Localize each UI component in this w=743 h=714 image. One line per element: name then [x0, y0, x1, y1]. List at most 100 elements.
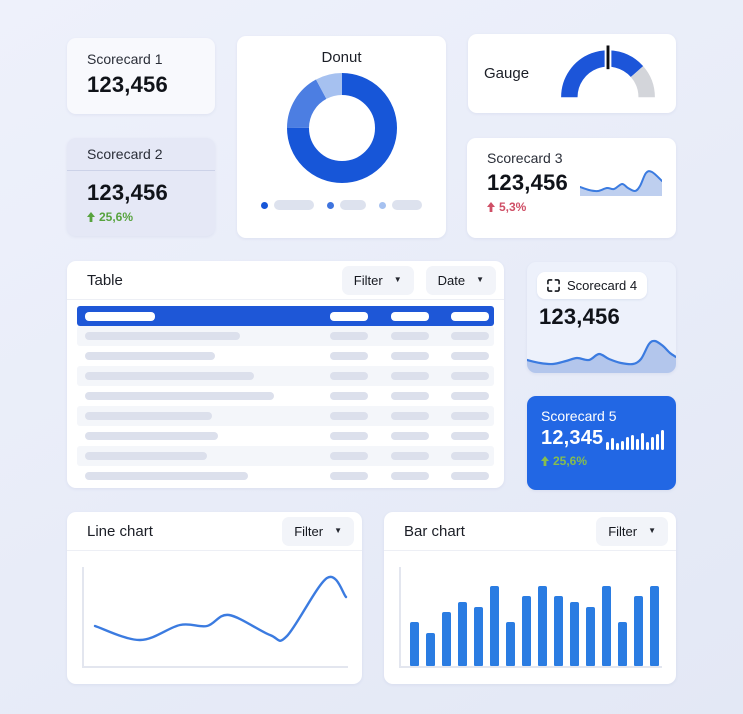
cell-placeholder — [330, 412, 368, 420]
filter-dropdown-label: Filter — [353, 272, 383, 288]
legend-label-placeholder — [340, 200, 366, 210]
table-header-row — [77, 306, 494, 326]
cell-placeholder — [451, 452, 489, 460]
bar — [618, 622, 627, 666]
bar — [522, 596, 531, 666]
scorecard-3-change-value: 5,3% — [499, 200, 527, 214]
bar — [650, 586, 659, 666]
table-card: Table Filter ▼ Date ▼ — [67, 261, 504, 488]
legend-item — [261, 200, 314, 210]
scorecard-1-value: 123,456 — [87, 72, 168, 97]
gauge-chart — [561, 44, 655, 98]
bar — [646, 442, 649, 450]
cell-placeholder — [330, 472, 368, 480]
table-row[interactable] — [77, 426, 494, 446]
filter-dropdown-label: Filter — [294, 523, 324, 539]
table-row[interactable] — [77, 406, 494, 426]
cell-placeholder — [391, 432, 429, 440]
bar — [602, 586, 611, 666]
scorecard-5-value: 12,345 — [541, 427, 604, 449]
scorecard-1-card: Scorecard 1 123,456 — [67, 38, 215, 114]
bar — [538, 586, 547, 666]
scorecard-5-card: Scorecard 5 12,345 25,6% — [527, 396, 676, 490]
bar — [651, 437, 654, 450]
line-chart — [93, 575, 348, 642]
cell-placeholder — [451, 392, 489, 400]
filter-dropdown[interactable]: Filter ▼ — [282, 516, 354, 546]
cell-placeholder — [391, 392, 429, 400]
cell-placeholder — [85, 452, 207, 460]
bar — [641, 433, 644, 450]
scorecard-3-row: 123,456 — [487, 168, 662, 196]
bar — [442, 612, 451, 666]
bar — [474, 607, 483, 666]
line-chart-header: Line chart Filter ▼ — [67, 512, 362, 551]
legend-dot — [327, 201, 334, 209]
scorecard-5-minibar-chart — [606, 428, 664, 450]
cell-placeholder — [451, 352, 489, 360]
line-chart-title: Line chart — [87, 522, 153, 540]
cell-placeholder — [391, 352, 429, 360]
filter-dropdown[interactable]: Filter ▼ — [341, 265, 414, 295]
cell-placeholder — [391, 311, 429, 321]
date-dropdown[interactable]: Date ▼ — [425, 265, 496, 295]
scorecard-5-title: Scorecard 5 — [541, 408, 617, 424]
cell-placeholder — [391, 412, 429, 420]
cell-placeholder — [85, 412, 212, 420]
bar — [656, 434, 659, 450]
cell-placeholder — [330, 311, 368, 321]
bar — [458, 602, 467, 666]
scorecard-2-card: Scorecard 2 123,456 25,6% — [67, 138, 215, 236]
table-filter-group: Filter ▼ Date ▼ — [341, 265, 496, 295]
gauge-title: Gauge — [484, 65, 530, 82]
table-title: Table — [87, 271, 123, 289]
cell-placeholder — [391, 332, 429, 340]
cell-placeholder — [451, 472, 489, 480]
scorecard-2-body: 123,456 25,6% — [67, 171, 215, 224]
table-row[interactable] — [77, 446, 494, 466]
donut-chart — [286, 73, 397, 183]
cell-placeholder — [85, 472, 248, 480]
legend-dot — [261, 201, 268, 209]
line-chart-card: Line chart Filter ▼ — [67, 512, 362, 684]
bar-chart-card: Bar chart Filter ▼ — [384, 512, 676, 684]
scorecard-4-title: Scorecard 4 — [567, 278, 638, 293]
bar — [426, 633, 435, 666]
legend-item — [327, 200, 366, 210]
table-row[interactable] — [77, 466, 494, 486]
scorecard-3-value: 123,456 — [487, 170, 568, 195]
table-row[interactable] — [77, 366, 494, 386]
bar — [634, 596, 643, 666]
cell-placeholder — [451, 311, 489, 321]
cell-placeholder — [330, 452, 368, 460]
scorecard-2-title: Scorecard 2 — [67, 138, 215, 171]
filter-dropdown[interactable]: Filter ▼ — [596, 516, 668, 546]
scorecard-2-change: 25,6% — [87, 210, 195, 224]
bar — [636, 439, 639, 450]
bar — [586, 607, 595, 666]
filter-dropdown-label: Filter — [608, 523, 638, 539]
scorecard-4-value: 123,456 — [539, 304, 620, 329]
trend-up-icon — [87, 212, 95, 222]
table-row[interactable] — [77, 326, 494, 346]
chevron-down-icon: ▼ — [393, 275, 402, 284]
bar — [410, 622, 419, 666]
gauge-card: Gauge — [468, 34, 676, 113]
cell-placeholder — [85, 352, 215, 360]
cell-placeholder — [85, 372, 254, 380]
bar — [631, 435, 634, 450]
table-body — [67, 300, 504, 486]
chevron-down-icon: ▼ — [476, 275, 484, 284]
line-chart-plot — [82, 567, 348, 668]
bar — [626, 437, 629, 450]
legend-label-placeholder — [274, 200, 314, 210]
cell-placeholder — [85, 392, 274, 400]
table-row[interactable] — [77, 346, 494, 366]
trend-up-icon — [487, 202, 495, 212]
bar-chart-title: Bar chart — [404, 522, 465, 540]
cell-placeholder — [451, 372, 489, 380]
table-row[interactable] — [77, 386, 494, 406]
cell-placeholder — [330, 432, 368, 440]
legend-item — [379, 200, 422, 210]
donut-title: Donut — [321, 49, 362, 66]
